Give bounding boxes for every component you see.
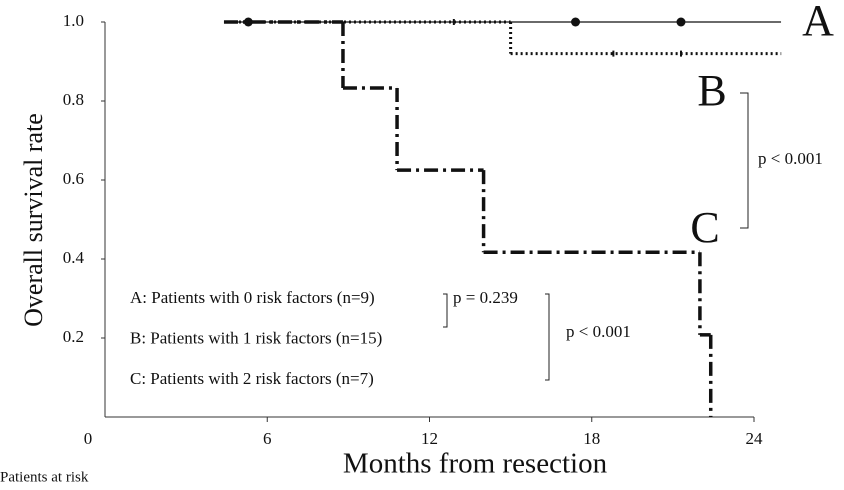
y-tick-label: 0.2 xyxy=(63,327,84,346)
legend-entry: B: Patients with 1 risk factors (n=15) xyxy=(130,328,382,347)
footnote: Patients at risk xyxy=(0,469,89,485)
series-label: B xyxy=(697,66,726,115)
p-value: p < 0.001 xyxy=(566,322,631,341)
legend-entry: A: Patients with 0 risk factors (n=9) xyxy=(130,288,375,307)
x-tick-label: 0 xyxy=(84,429,93,448)
x-tick-label: 12 xyxy=(421,429,438,448)
bracket xyxy=(545,293,550,381)
censor-mark xyxy=(676,17,686,27)
x-tick-label: 6 xyxy=(263,429,272,448)
censor-mark xyxy=(243,17,253,27)
legend-entry: C: Patients with 2 risk factors (n=7) xyxy=(130,369,374,388)
series-label: A xyxy=(802,0,834,45)
bracket xyxy=(443,293,448,328)
x-axis-title: Months from resection xyxy=(343,448,608,480)
censor-mark xyxy=(571,17,581,27)
y-tick-label: 1.0 xyxy=(63,11,84,30)
bracket xyxy=(740,92,749,229)
y-tick-label: 0.8 xyxy=(63,90,84,109)
y-tick-label: 0.4 xyxy=(63,248,85,267)
x-tick-label: 18 xyxy=(583,429,600,448)
y-tick-label: 0.6 xyxy=(63,169,84,188)
y-axis-title: Overall survival rate xyxy=(19,113,48,327)
x-tick-label: 24 xyxy=(746,429,764,448)
series-label: C xyxy=(690,203,719,252)
p-value: p < 0.001 xyxy=(758,149,823,168)
p-value: p = 0.239 xyxy=(453,288,518,307)
